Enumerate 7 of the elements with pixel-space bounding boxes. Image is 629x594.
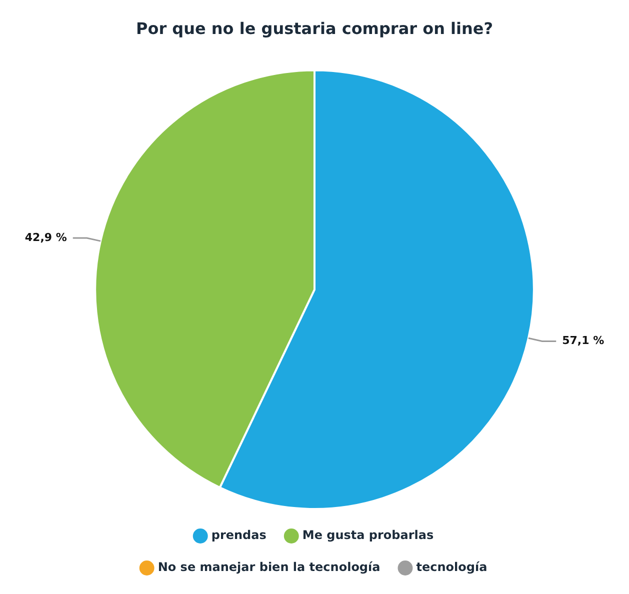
legend-label: Me gusta probarlas (302, 528, 434, 542)
legend-label: No se manejar bien la tecnología (158, 560, 380, 574)
legend-label: prendas (211, 528, 266, 542)
data-label: 42,9 % (24, 230, 67, 244)
chart-title: Por que no le gustaria comprar on line? (136, 18, 494, 38)
legend-label: tecnología (416, 560, 488, 574)
data-label: 57,1 % (562, 334, 604, 348)
